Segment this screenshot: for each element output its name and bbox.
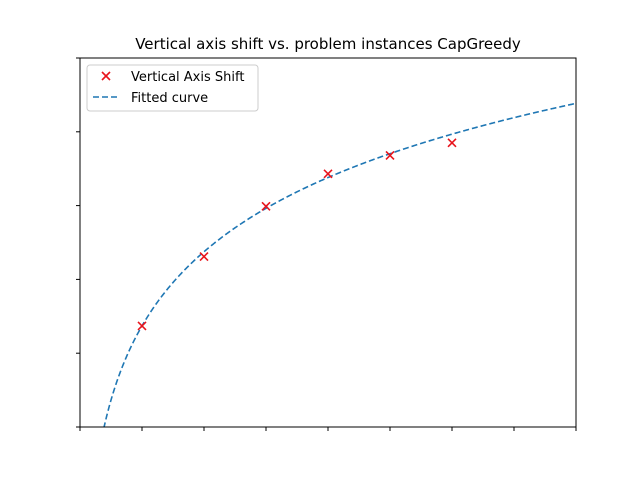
chart-title: Vertical axis shift vs. problem instance… bbox=[135, 35, 521, 53]
data-point bbox=[261, 201, 271, 211]
y-axis-ticks bbox=[76, 57, 80, 428]
marker-layer bbox=[137, 138, 457, 331]
legend: Vertical Axis Shift Fitted curve bbox=[86, 64, 259, 112]
data-point bbox=[385, 150, 395, 160]
plot-area bbox=[76, 57, 577, 431]
data-point bbox=[447, 138, 457, 148]
legend-marker-vertical-axis-shift bbox=[101, 71, 111, 81]
data-point bbox=[137, 321, 147, 331]
legend-label-vertical-axis-shift: Vertical Axis Shift bbox=[131, 70, 244, 85]
fitted-curve-line bbox=[103, 102, 576, 427]
data-point bbox=[323, 169, 333, 179]
data-point bbox=[199, 251, 209, 262]
legend-label-fitted-curve: Fitted curve bbox=[131, 91, 208, 106]
legend-frame bbox=[86, 64, 259, 112]
fit-layer bbox=[103, 102, 576, 427]
x-axis-ticks bbox=[79, 427, 577, 431]
